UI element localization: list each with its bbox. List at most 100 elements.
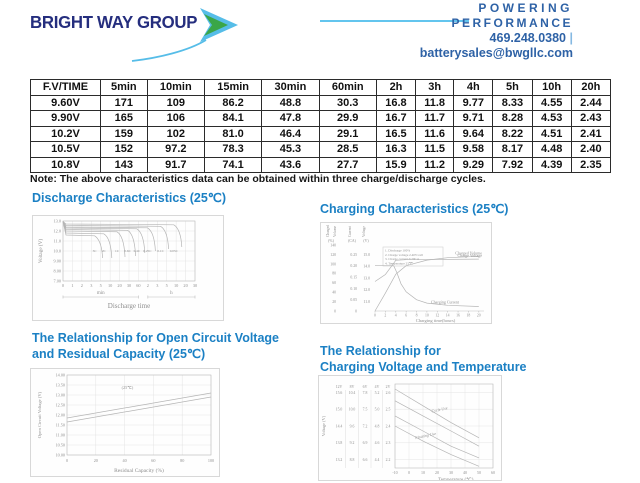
svg-text:2: 2 (81, 283, 83, 288)
table-cell: 45.3 (261, 141, 320, 158)
table-cell: 2.40 (570, 141, 612, 158)
table-cell: 2.35 (570, 156, 612, 173)
svg-text:2.4: 2.4 (386, 424, 391, 428)
table-header-cell: F.V/TIME (30, 79, 101, 96)
table-cell: 143 (100, 156, 148, 173)
discharge-chart: 13.0 12.0 11.0 10.0 9.00 8.00 7.00 0 1 2 3 5 10 20 30 6… (32, 215, 224, 321)
svg-text:(V): (V) (363, 239, 369, 243)
svg-text:Voltage: Voltage (362, 226, 366, 237)
table-cell: 2.43 (570, 110, 612, 127)
svg-text:8.8: 8.8 (350, 458, 355, 462)
svg-text:20: 20 (332, 300, 336, 304)
table-cell: 46.4 (261, 125, 320, 142)
svg-text:9.00: 9.00 (53, 259, 61, 264)
svg-text:15.0: 15.0 (363, 253, 370, 257)
table-cell: 9.60V (30, 94, 101, 111)
table-cell: 84.1 (203, 110, 263, 127)
svg-text:4. Temperature 25℃: 4. Temperature 25℃ (385, 261, 413, 265)
svg-text:4.6: 4.6 (375, 441, 380, 445)
temp-chart-title: The Relationship for Charging Voltage an… (320, 343, 527, 375)
svg-text:0: 0 (62, 283, 64, 288)
svg-text:2.6: 2.6 (386, 391, 391, 395)
svg-text:8V: 8V (350, 385, 355, 389)
table-header-cell: 20h (570, 79, 612, 96)
phone-number: 469.248.0380 | (420, 31, 573, 46)
table-cell: 91.7 (146, 156, 205, 173)
svg-text:0.25: 0.25 (350, 253, 357, 257)
svg-text:60: 60 (332, 281, 336, 285)
pipe-separator: | (569, 31, 574, 45)
table-note: Note: The above characteristics data can… (30, 173, 486, 185)
table-cell: 16.8 (375, 94, 417, 111)
svg-text:2: 2 (384, 314, 386, 318)
svg-text:8: 8 (416, 314, 418, 318)
svg-text:Charged: Charged (326, 225, 330, 237)
svg-text:2.2: 2.2 (386, 458, 391, 462)
svg-text:6V: 6V (363, 385, 368, 389)
svg-text:Temperature (℃): Temperature (℃) (438, 477, 474, 480)
svg-text:11.50: 11.50 (56, 423, 65, 428)
table-cell: 4.53 (531, 110, 572, 127)
svg-text:9.2: 9.2 (350, 441, 355, 445)
svg-text:Voltage (V): Voltage (V) (321, 415, 326, 436)
table-header-row: F.V/TIME 5min 10min 15min 30min 60min 2h 3h 4h 5h… (30, 79, 612, 96)
table-cell: 74.1 (203, 156, 263, 173)
svg-text:Floating Use: Floating Use (414, 431, 437, 441)
fv-time-table-body: 9.60V 171 109 86.2 48.8 30.3 16.8 11.8 9.77 8.33 4… (30, 94, 612, 173)
svg-text:10.4: 10.4 (349, 391, 356, 395)
table-cell: 30.3 (318, 94, 377, 111)
svg-text:4V: 4V (375, 385, 380, 389)
svg-text:5: 5 (100, 283, 102, 288)
svg-text:40: 40 (123, 458, 127, 463)
svg-text:10: 10 (421, 470, 425, 475)
table-cell: 8.22 (492, 125, 533, 142)
svg-text:0.6C: 0.6C (124, 249, 131, 253)
svg-text:14.00: 14.00 (56, 373, 65, 378)
svg-text:4.4: 4.4 (375, 458, 380, 462)
svg-text:7.2: 7.2 (363, 424, 368, 428)
svg-text:12.0: 12.0 (363, 288, 370, 292)
svg-text:12V: 12V (336, 385, 343, 389)
table-header-cell: 30min (261, 79, 320, 96)
table-cell: 8.17 (492, 141, 533, 158)
svg-text:Voltage (V): Voltage (V) (37, 239, 44, 264)
svg-text:140: 140 (330, 243, 336, 247)
svg-text:(CA): (CA) (348, 239, 357, 243)
svg-text:5.0: 5.0 (375, 408, 380, 412)
svg-text:4.8: 4.8 (375, 424, 380, 428)
table-row: 10.8V 143 91.7 74.1 43.6 27.7 15.9 11.2 9.29 7.92… (30, 156, 612, 173)
svg-text:20: 20 (435, 470, 439, 475)
svg-text:40: 40 (463, 470, 467, 475)
table-cell: 4.51 (531, 125, 572, 142)
table-cell: 7.92 (492, 156, 533, 173)
svg-text:0: 0 (66, 458, 68, 463)
svg-text:2.5: 2.5 (386, 408, 391, 412)
svg-text:50: 50 (477, 470, 481, 475)
table-row: 9.90V 165 106 84.1 47.8 29.9 16.7 11.7 9.71 8.28 4… (30, 110, 612, 127)
svg-text:30: 30 (193, 283, 197, 288)
svg-text:12.00: 12.00 (56, 413, 65, 418)
svg-text:3: 3 (156, 283, 158, 288)
table-cell: 4.55 (531, 94, 572, 111)
svg-text:1: 1 (71, 283, 73, 288)
svg-text:11.00: 11.00 (56, 433, 65, 438)
table-cell: 11.2 (415, 156, 455, 173)
svg-text:20: 20 (117, 283, 121, 288)
svg-text:Volume: Volume (333, 225, 337, 237)
svg-text:12.0: 12.0 (53, 229, 61, 234)
table-cell: 9.29 (453, 156, 494, 173)
table-cell: 9.64 (453, 125, 494, 142)
svg-text:60: 60 (491, 470, 495, 475)
svg-text:11.0: 11.0 (363, 300, 370, 304)
svg-text:15.6: 15.6 (336, 391, 343, 395)
svg-text:10.00: 10.00 (56, 453, 65, 458)
brand-logo-text: BRIGHT WAY GROUP (30, 12, 198, 32)
svg-text:h: h (170, 291, 173, 296)
svg-text:0.1C: 0.1C (157, 249, 164, 253)
email-link[interactable]: batterysales@bwgllc.com (419, 46, 573, 60)
svg-text:2. Charge voltage 2.40V/cell: 2. Charge voltage 2.40V/cell (385, 253, 423, 257)
svg-text:7.5: 7.5 (363, 408, 368, 412)
svg-text:min: min (97, 291, 105, 296)
table-cell: 10.2V (30, 125, 101, 142)
svg-text:(25℃): (25℃) (122, 385, 134, 390)
